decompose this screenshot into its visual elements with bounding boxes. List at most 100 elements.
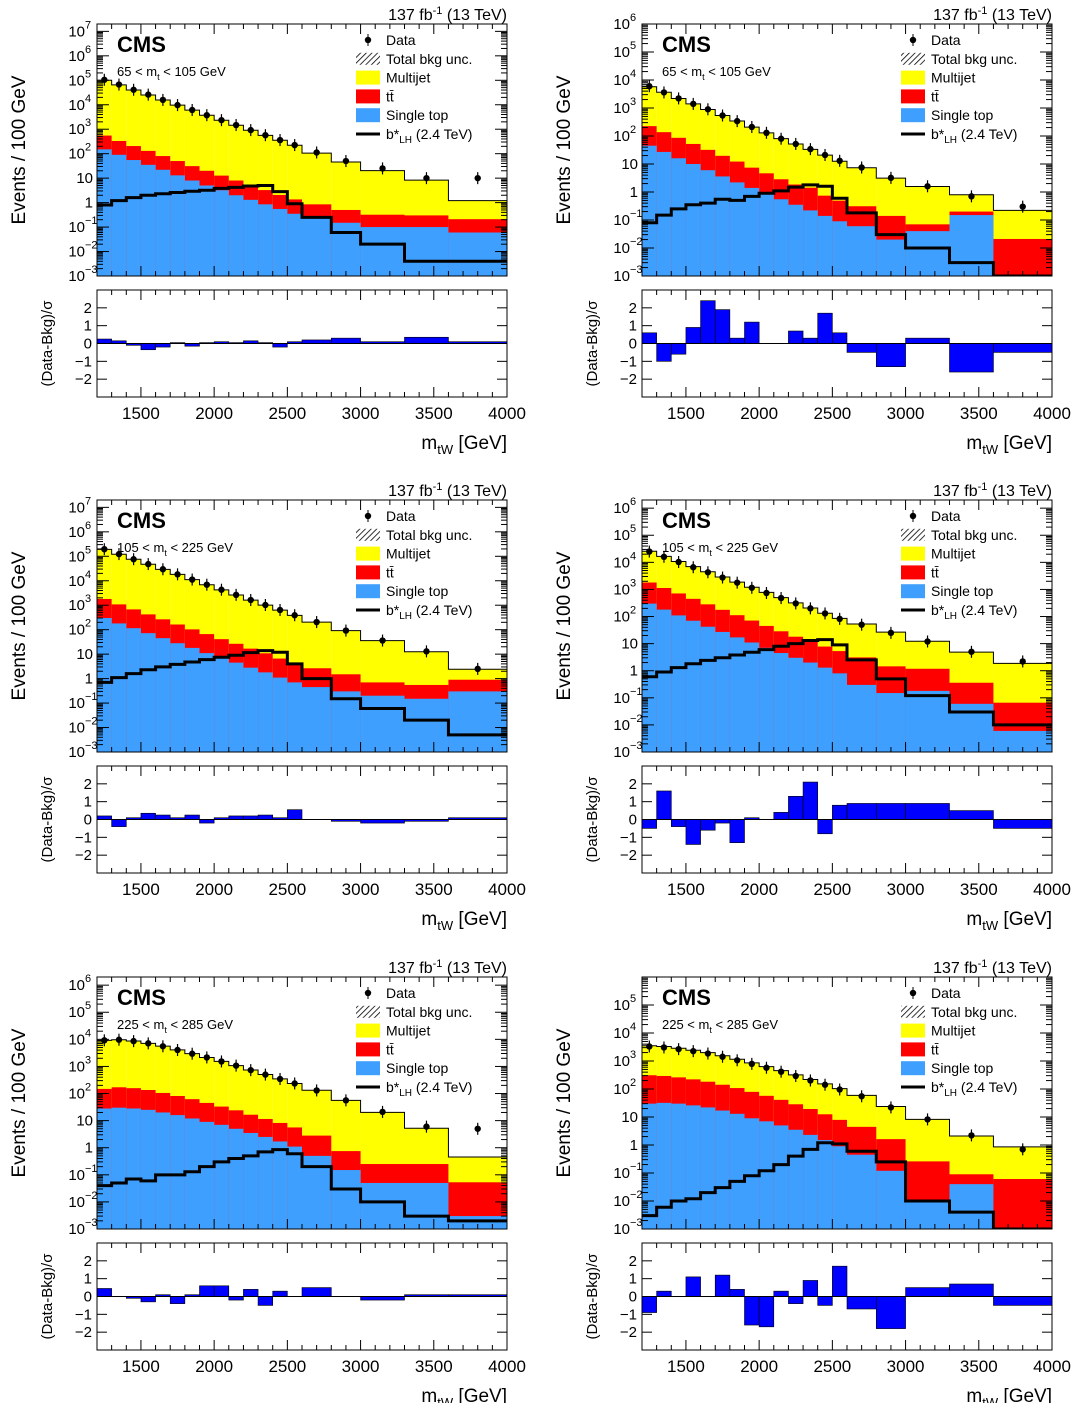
category-label: 225 < mt < 285 GeV (662, 1017, 778, 1035)
x-tick-label: 3500 (415, 404, 453, 423)
y-axis-label: Events / 100 GeV (9, 1028, 30, 1177)
pull-bar (96, 815, 112, 820)
pull-bar (301, 339, 332, 344)
data-point (777, 594, 785, 602)
data-point (342, 157, 350, 165)
legend-data-marker (364, 512, 372, 520)
bar-single-top (905, 690, 950, 752)
pull-panel: 210−1−2 1500 2000 2500 3000 3500 4000 (Data-Bkg… (39, 765, 526, 933)
data-point (924, 638, 931, 645)
x-axis-label: mtW [GeV] (421, 909, 507, 933)
bar-single-top (404, 227, 449, 276)
legend-unc-swatch (356, 528, 380, 541)
legend-label-multijet: Multijet (386, 546, 430, 562)
data-point (646, 548, 653, 555)
y-tick-label: 10 (613, 1025, 630, 1042)
pull-bar (199, 1285, 215, 1297)
pull-bar (729, 1289, 745, 1297)
pull-panel: 210−1−2 1500 2000 2500 3000 3500 4000 (Data-Bkg… (39, 1242, 526, 1403)
x-tick-label: 2500 (813, 404, 851, 423)
legend-singletop-swatch (901, 1061, 925, 1076)
pull-bar (155, 814, 171, 820)
category-label: 105 < mt < 225 GeV (117, 540, 233, 558)
data-point (101, 545, 108, 553)
data-point (159, 1043, 167, 1050)
y-tick-label: 10 (613, 44, 630, 61)
x-tick-label: 3500 (960, 880, 998, 899)
bar-single-top (773, 653, 789, 752)
pull-y-tick-label: −1 (620, 1306, 637, 1323)
y-tick-exponent: −3 (630, 264, 643, 276)
y-tick-label: 1 (85, 1140, 93, 1157)
data-point (719, 112, 726, 119)
data-point (232, 121, 240, 129)
pull-bar (685, 1276, 701, 1297)
data-point (807, 145, 814, 153)
data-point (690, 1047, 697, 1055)
data-point (690, 100, 697, 108)
pull-y-tick-label: 2 (84, 1253, 92, 1270)
bar-single-top (671, 158, 686, 276)
data-point (748, 1060, 756, 1068)
bar-single-top (331, 691, 361, 752)
pull-bar (744, 321, 760, 344)
category-label: 225 < mt < 285 GeV (117, 1017, 233, 1035)
pull-y-tick-label: −2 (75, 1324, 92, 1341)
bar-single-top (759, 1121, 774, 1229)
data-point (188, 106, 196, 114)
y-tick-label: 10 (68, 1221, 85, 1238)
data-point (675, 1045, 682, 1053)
data-point (130, 556, 137, 563)
pull-panel: 210−1−2 1500 2000 2500 3000 3500 4000 (Data-Bkg… (39, 289, 526, 457)
bar-single-top (126, 628, 141, 752)
pull-bar (140, 1296, 156, 1303)
pull-bar (802, 337, 819, 344)
legend-data-marker (909, 989, 917, 997)
data-point (777, 135, 785, 142)
legend-label-signal: b*LH (2.4 TeV) (386, 1079, 472, 1099)
lumi-label: 137 fb-1 (13 TeV) (933, 5, 1052, 24)
bar-single-top (258, 672, 273, 752)
pull-bar (685, 819, 701, 845)
data-point (836, 157, 843, 165)
legend-label-ttbar: tt̄ (386, 564, 394, 580)
pull-y-tick-label: 0 (84, 336, 92, 353)
data-point (232, 1062, 240, 1069)
y-axis-label: Events / 100 GeV (554, 551, 575, 700)
data-point (145, 560, 152, 568)
data-point (379, 637, 386, 644)
x-tick-label: 2500 (268, 1357, 306, 1376)
y-tick-label: 10 (68, 744, 85, 761)
y-tick-label: 10 (68, 268, 85, 285)
bar-single-top (847, 1154, 877, 1229)
legend-label-multijet: Multijet (386, 70, 430, 86)
y-tick-label: 10 (68, 1167, 85, 1184)
bar-single-top (111, 154, 127, 276)
y-tick-exponent: −3 (85, 740, 98, 752)
pull-y-tick-label: −2 (620, 371, 637, 388)
data-point (115, 81, 123, 88)
y-tick-exponent: −2 (630, 1189, 643, 1201)
pull-bar (670, 819, 687, 827)
data-point (313, 1087, 320, 1094)
pull-bar (788, 1296, 804, 1304)
bar-single-top (642, 1103, 657, 1229)
legend-ttbar-swatch (356, 1042, 380, 1057)
bar-ttbar (993, 1179, 1052, 1229)
pull-bar (905, 1287, 950, 1297)
legend-singletop-swatch (356, 584, 380, 599)
data-point (423, 1123, 430, 1130)
legend-multijet-swatch (901, 546, 925, 561)
y-tick-label: 10 (68, 695, 85, 712)
y-tick-label: 10 (68, 977, 85, 994)
pull-y-tick-label: −1 (620, 353, 637, 370)
y-tick-exponent: 4 (85, 93, 91, 105)
bar-single-top (715, 631, 730, 752)
pull-bar (140, 343, 156, 351)
bar-single-top (360, 1182, 405, 1229)
data-point (763, 1064, 770, 1071)
bar-single-top (803, 1134, 818, 1229)
bar-single-top (228, 662, 244, 752)
pull-bar (656, 790, 672, 820)
